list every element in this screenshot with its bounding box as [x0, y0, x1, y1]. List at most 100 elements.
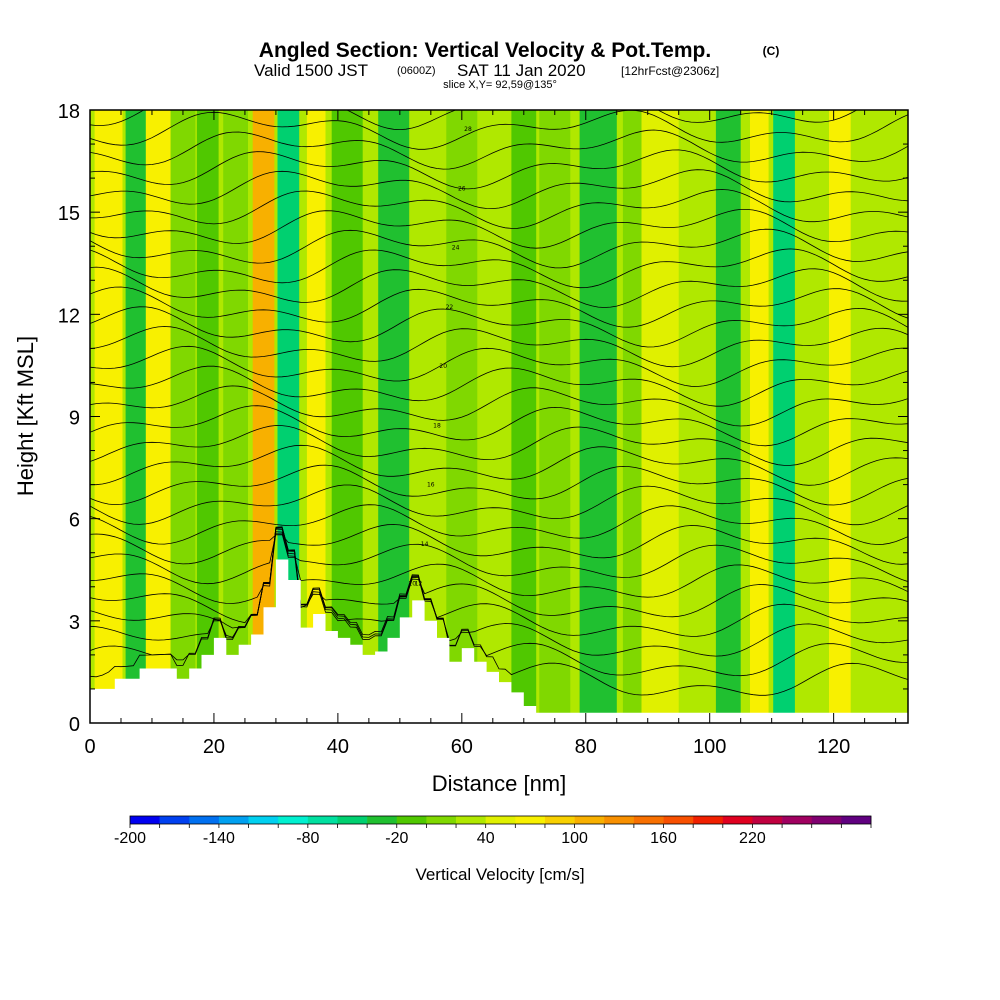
- colorbar-swatch: [456, 816, 486, 824]
- y-tick-label: 3: [69, 612, 80, 634]
- colorbar-tick-label: 220: [739, 830, 766, 847]
- contour-line-4: [90, 528, 908, 624]
- contour-line-21: [90, 248, 908, 289]
- colorbar-swatch: [189, 816, 220, 824]
- contour-label: 20: [439, 363, 447, 370]
- colorbar-tick-label: -80: [296, 830, 319, 847]
- velocity-column-23: [796, 110, 822, 723]
- colorbar-swatch: [396, 816, 427, 824]
- contour-line-28: [90, 110, 908, 150]
- contour-line-15: [90, 365, 908, 407]
- x-tick-label: 20: [203, 736, 225, 758]
- colorbar-swatch: [782, 816, 813, 824]
- subtitle-valid: Valid 1500 JST: [254, 61, 368, 80]
- colorbar-label: Vertical Velocity [cm/s]: [415, 865, 584, 884]
- colorbar-swatch: [663, 816, 694, 824]
- contour-line-5: [90, 531, 908, 604]
- contour-line-13: [90, 405, 908, 447]
- y-axis-label: Height [Kft MSL]: [13, 336, 38, 496]
- colorbar-swatch: [218, 816, 249, 824]
- y-tick-label: 12: [58, 305, 80, 327]
- colorbar: -200 -140 -80 -20 40 100 160 220: [114, 815, 872, 847]
- colorbar-swatch: [752, 816, 783, 824]
- velocity-column-24: [829, 110, 851, 723]
- contour-label: 24: [452, 245, 460, 252]
- colorbar-tick-label: -140: [203, 830, 235, 847]
- colorbar-swatch: [515, 816, 546, 824]
- velocity-column-20: [715, 110, 741, 723]
- y-tick-label: 15: [58, 203, 80, 225]
- contour-line-2: [90, 526, 908, 657]
- colorbar-swatch: [248, 816, 279, 824]
- y-tick-label: 0: [69, 714, 80, 736]
- velocity-column-1: [125, 110, 148, 723]
- colorbar-swatch: [278, 816, 309, 824]
- x-tick-label: 60: [451, 736, 473, 758]
- contour-line-17: [90, 326, 908, 368]
- colorbar-tick-label: 100: [561, 830, 588, 847]
- contour-line-20: [90, 266, 908, 308]
- contour-line-27: [90, 129, 908, 170]
- contour-line-12: [90, 425, 908, 466]
- velocity-column-13: [480, 110, 506, 723]
- colorbar-swatch: [426, 816, 457, 824]
- contour-line-18: [90, 306, 908, 348]
- colorbar-swatch: [633, 816, 664, 824]
- y-axis: 0 3 6 9 12 15 18: [58, 101, 908, 736]
- y-tick-label: 9: [69, 408, 80, 430]
- x-tick-label: 0: [84, 736, 95, 758]
- contour-line-14: [90, 385, 908, 427]
- colorbar-tick-label: 160: [650, 830, 677, 847]
- contour-line-8: [90, 504, 908, 545]
- contour-line-3: [90, 526, 908, 637]
- velocity-column-15: [539, 110, 571, 723]
- colorbar-swatch: [574, 816, 605, 824]
- velocity-column-12: [446, 110, 478, 723]
- velocity-column-22: [773, 110, 795, 723]
- contour-line-7: [90, 524, 908, 565]
- contour-line-9: [90, 484, 908, 526]
- contour-label: 22: [446, 304, 454, 311]
- velocity-column-19: [684, 110, 710, 723]
- colorbar-tick-label: -200: [114, 830, 146, 847]
- colorbar-swatch: [604, 816, 635, 824]
- subtitle-date: SAT 11 Jan 2020: [457, 61, 586, 80]
- contour-line-6: [90, 533, 908, 585]
- contour-label: 14: [421, 541, 429, 548]
- contour-label: 10: [408, 580, 416, 587]
- slice-label: slice X,Y= 92,59@135°: [443, 79, 557, 91]
- x-axis-label: Distance [nm]: [432, 771, 567, 796]
- contour-line-24: [90, 189, 908, 229]
- velocity-column-16: [579, 110, 617, 723]
- contour-label: 18: [433, 422, 441, 429]
- chart-title: Angled Section: Vertical Velocity & Pot.…: [259, 39, 711, 62]
- contour-line-19: [90, 286, 908, 328]
- velocity-field: [94, 110, 887, 723]
- x-tick-label: 80: [575, 736, 597, 758]
- subtitle-forecast: [12hrFcst@2306z]: [621, 64, 719, 78]
- contour-line-23: [90, 208, 908, 249]
- colorbar-swatch: [367, 816, 398, 824]
- colorbar-swatch: [485, 816, 516, 824]
- colorbar-frame: [129, 815, 872, 825]
- subtitle-utc: (0600Z): [397, 65, 436, 77]
- velocity-column-5: [223, 110, 248, 723]
- contour-line-22: [90, 228, 908, 269]
- colorbar-swatch: [841, 816, 872, 824]
- velocity-column-3: [170, 110, 196, 723]
- x-tick-label: 100: [693, 736, 726, 758]
- contour-label: 28: [464, 126, 472, 133]
- colorbar-swatch: [130, 816, 160, 824]
- colorbar-tick-label: -20: [385, 830, 408, 847]
- chart-title-mark: (C): [763, 44, 780, 58]
- colorbar-tick-label: 40: [477, 830, 495, 847]
- y-tick-label: 18: [58, 101, 80, 123]
- colorbar-swatch: [811, 816, 842, 824]
- y-tick-label: 6: [69, 510, 80, 532]
- velocity-column-25: [861, 110, 887, 723]
- colorbar-swatch: [544, 816, 575, 824]
- velocity-column-2: [145, 110, 171, 723]
